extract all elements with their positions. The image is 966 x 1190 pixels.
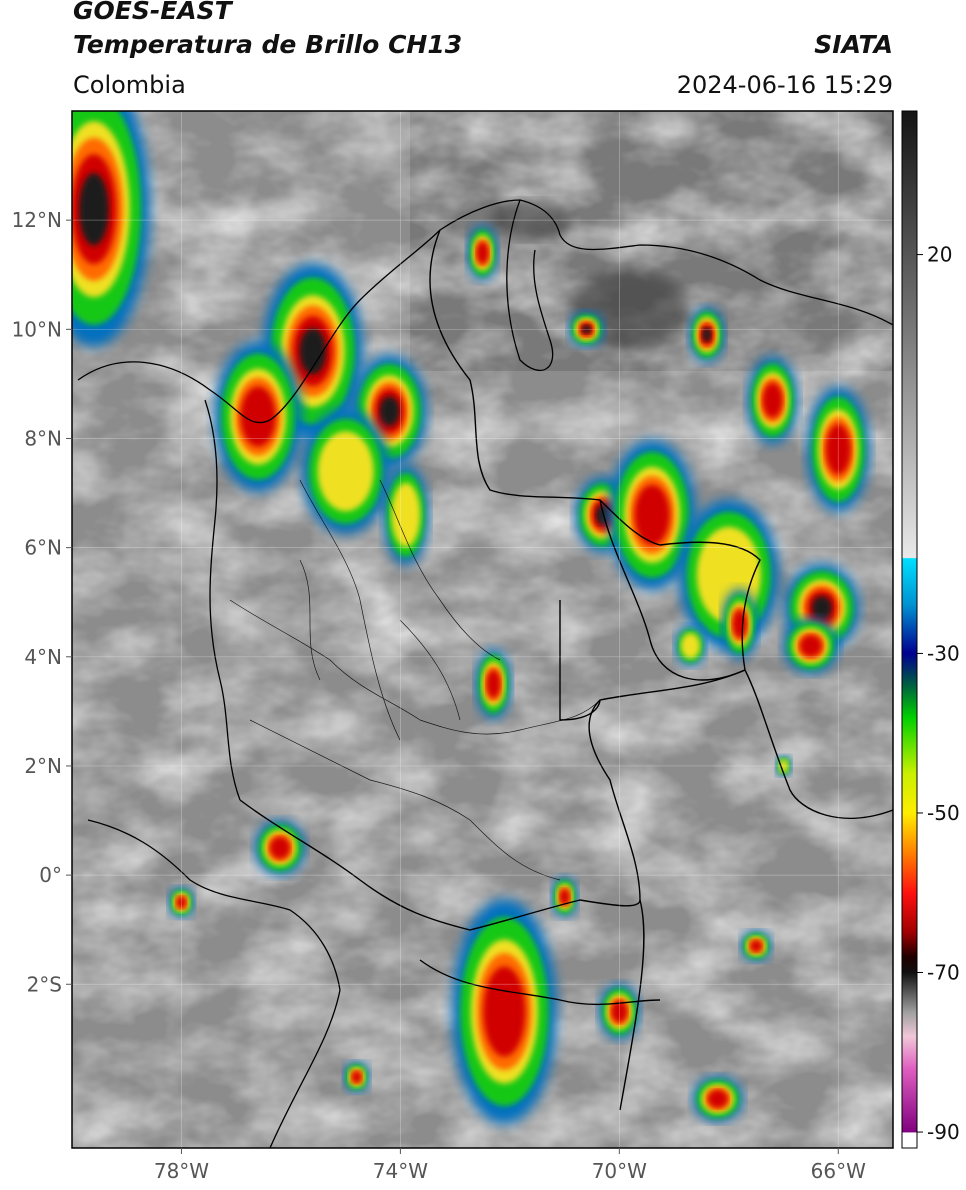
convective-cell: [599, 984, 640, 1040]
colorbar-bar: [902, 111, 917, 1148]
lon-tick-label: 66°W: [811, 1159, 866, 1183]
convective-cells: [72, 111, 870, 1125]
convective-cell: [301, 408, 390, 534]
map-frame: [71, 110, 894, 1149]
cloud-top-contour: [611, 1000, 628, 1023]
cloud-top-contour: [391, 482, 421, 547]
convective-cell: [568, 311, 604, 347]
coastlines: [77, 199, 893, 1148]
colorbar-tick-label: -50: [927, 801, 960, 825]
department-borders: [229, 479, 601, 881]
cloud-top-contour: [269, 836, 290, 859]
cloud-top-contour: [299, 328, 327, 375]
cloud-top-contour: [483, 966, 526, 1057]
cloud-top-contour: [680, 633, 701, 659]
lat-tick-label: 2°N: [24, 754, 62, 778]
convective-cell: [475, 649, 511, 720]
convective-cell: [692, 1076, 743, 1122]
cloud-top-contour: [732, 610, 747, 639]
convective-cell: [552, 876, 578, 917]
convective-cell: [383, 464, 429, 565]
longitude-ticks: 78°W 74°W 70°W 66°W: [154, 1148, 866, 1183]
cloud-top-contour: [707, 1089, 728, 1108]
cloud-top-contour: [702, 327, 712, 343]
latitude-ticks: 12°N 10°N 8°N 6°N 4°N 2°N 0° 2°S: [12, 208, 72, 996]
cloud-top-contour: [581, 324, 592, 334]
lat-tick-label: 6°N: [24, 536, 62, 560]
convective-cell: [783, 618, 839, 674]
cloud-top-contour: [559, 888, 570, 905]
product-title: Temperatura de Brillo CH13: [73, 30, 463, 59]
cloud-top-contour: [486, 670, 501, 699]
convective-cell: [254, 820, 305, 876]
cloud-top-contour: [476, 241, 489, 264]
cloud-top-contour: [240, 386, 276, 447]
cloud-top-contour: [634, 484, 670, 545]
convective-cell: [608, 439, 696, 590]
convective-cell: [467, 225, 498, 281]
graticule: [72, 111, 893, 1148]
cloud-top-contour: [811, 596, 832, 620]
lon-tick-label: 70°W: [592, 1159, 647, 1183]
lon-tick-label: 74°W: [373, 1159, 428, 1183]
colorbar-tick-label: -90: [927, 1120, 960, 1144]
lat-tick-label: 12°N: [12, 208, 62, 232]
lat-tick-label: 4°N: [24, 645, 62, 669]
convective-cell: [344, 1062, 370, 1093]
satellite-title: GOES-EAST: [73, 0, 232, 25]
convective-cell: [451, 899, 557, 1125]
convective-cell: [722, 589, 758, 660]
lon-tick-label: 78°W: [154, 1159, 209, 1183]
convective-cell: [689, 307, 725, 363]
cloud-top-contour: [317, 431, 374, 512]
region-label: Colombia: [73, 71, 186, 99]
cloud-top-contour: [825, 424, 851, 475]
cloud-top-contour: [778, 759, 789, 773]
convective-cell: [741, 931, 772, 962]
colorbar-tick-label: -70: [927, 961, 960, 985]
colorbar: 20 -30 -50 -70 -90: [901, 110, 960, 1149]
convective-cell: [262, 263, 363, 439]
country-borders: [239, 229, 893, 1111]
cloud-top-contour: [762, 382, 783, 418]
cloud-top-contour: [351, 1071, 362, 1084]
colorbar-ticks: 20 -30 -50 -70 -90: [917, 243, 960, 1144]
warm-land-peninsula: [490, 200, 570, 240]
cloud-top-contour: [799, 634, 822, 657]
colorbar-tick-label: -30: [927, 641, 960, 665]
cloud-top-contour: [79, 172, 109, 246]
convective-cell: [214, 341, 302, 492]
convective-cell: [747, 356, 798, 445]
lat-tick-label: 10°N: [12, 317, 62, 341]
convective-cell: [675, 625, 706, 666]
convective-cell: [807, 386, 870, 512]
map-panel: [72, 111, 893, 1148]
convective-cell: [72, 111, 151, 347]
lat-tick-label: 0°: [39, 863, 62, 887]
datetime-label: 2024-06-16 15:29: [676, 71, 893, 99]
agency-label: SIATA: [814, 30, 893, 59]
lat-tick-label: 2°S: [27, 972, 62, 996]
convective-cell: [168, 887, 194, 918]
cloud-top-contour: [176, 896, 187, 909]
lat-tick-label: 8°N: [24, 426, 62, 450]
cloud-top-contour: [379, 396, 400, 427]
colorbar-tick-label: 20: [927, 243, 952, 267]
colorbar-frame: [901, 110, 918, 1149]
cloud-top-contour: [750, 940, 763, 953]
